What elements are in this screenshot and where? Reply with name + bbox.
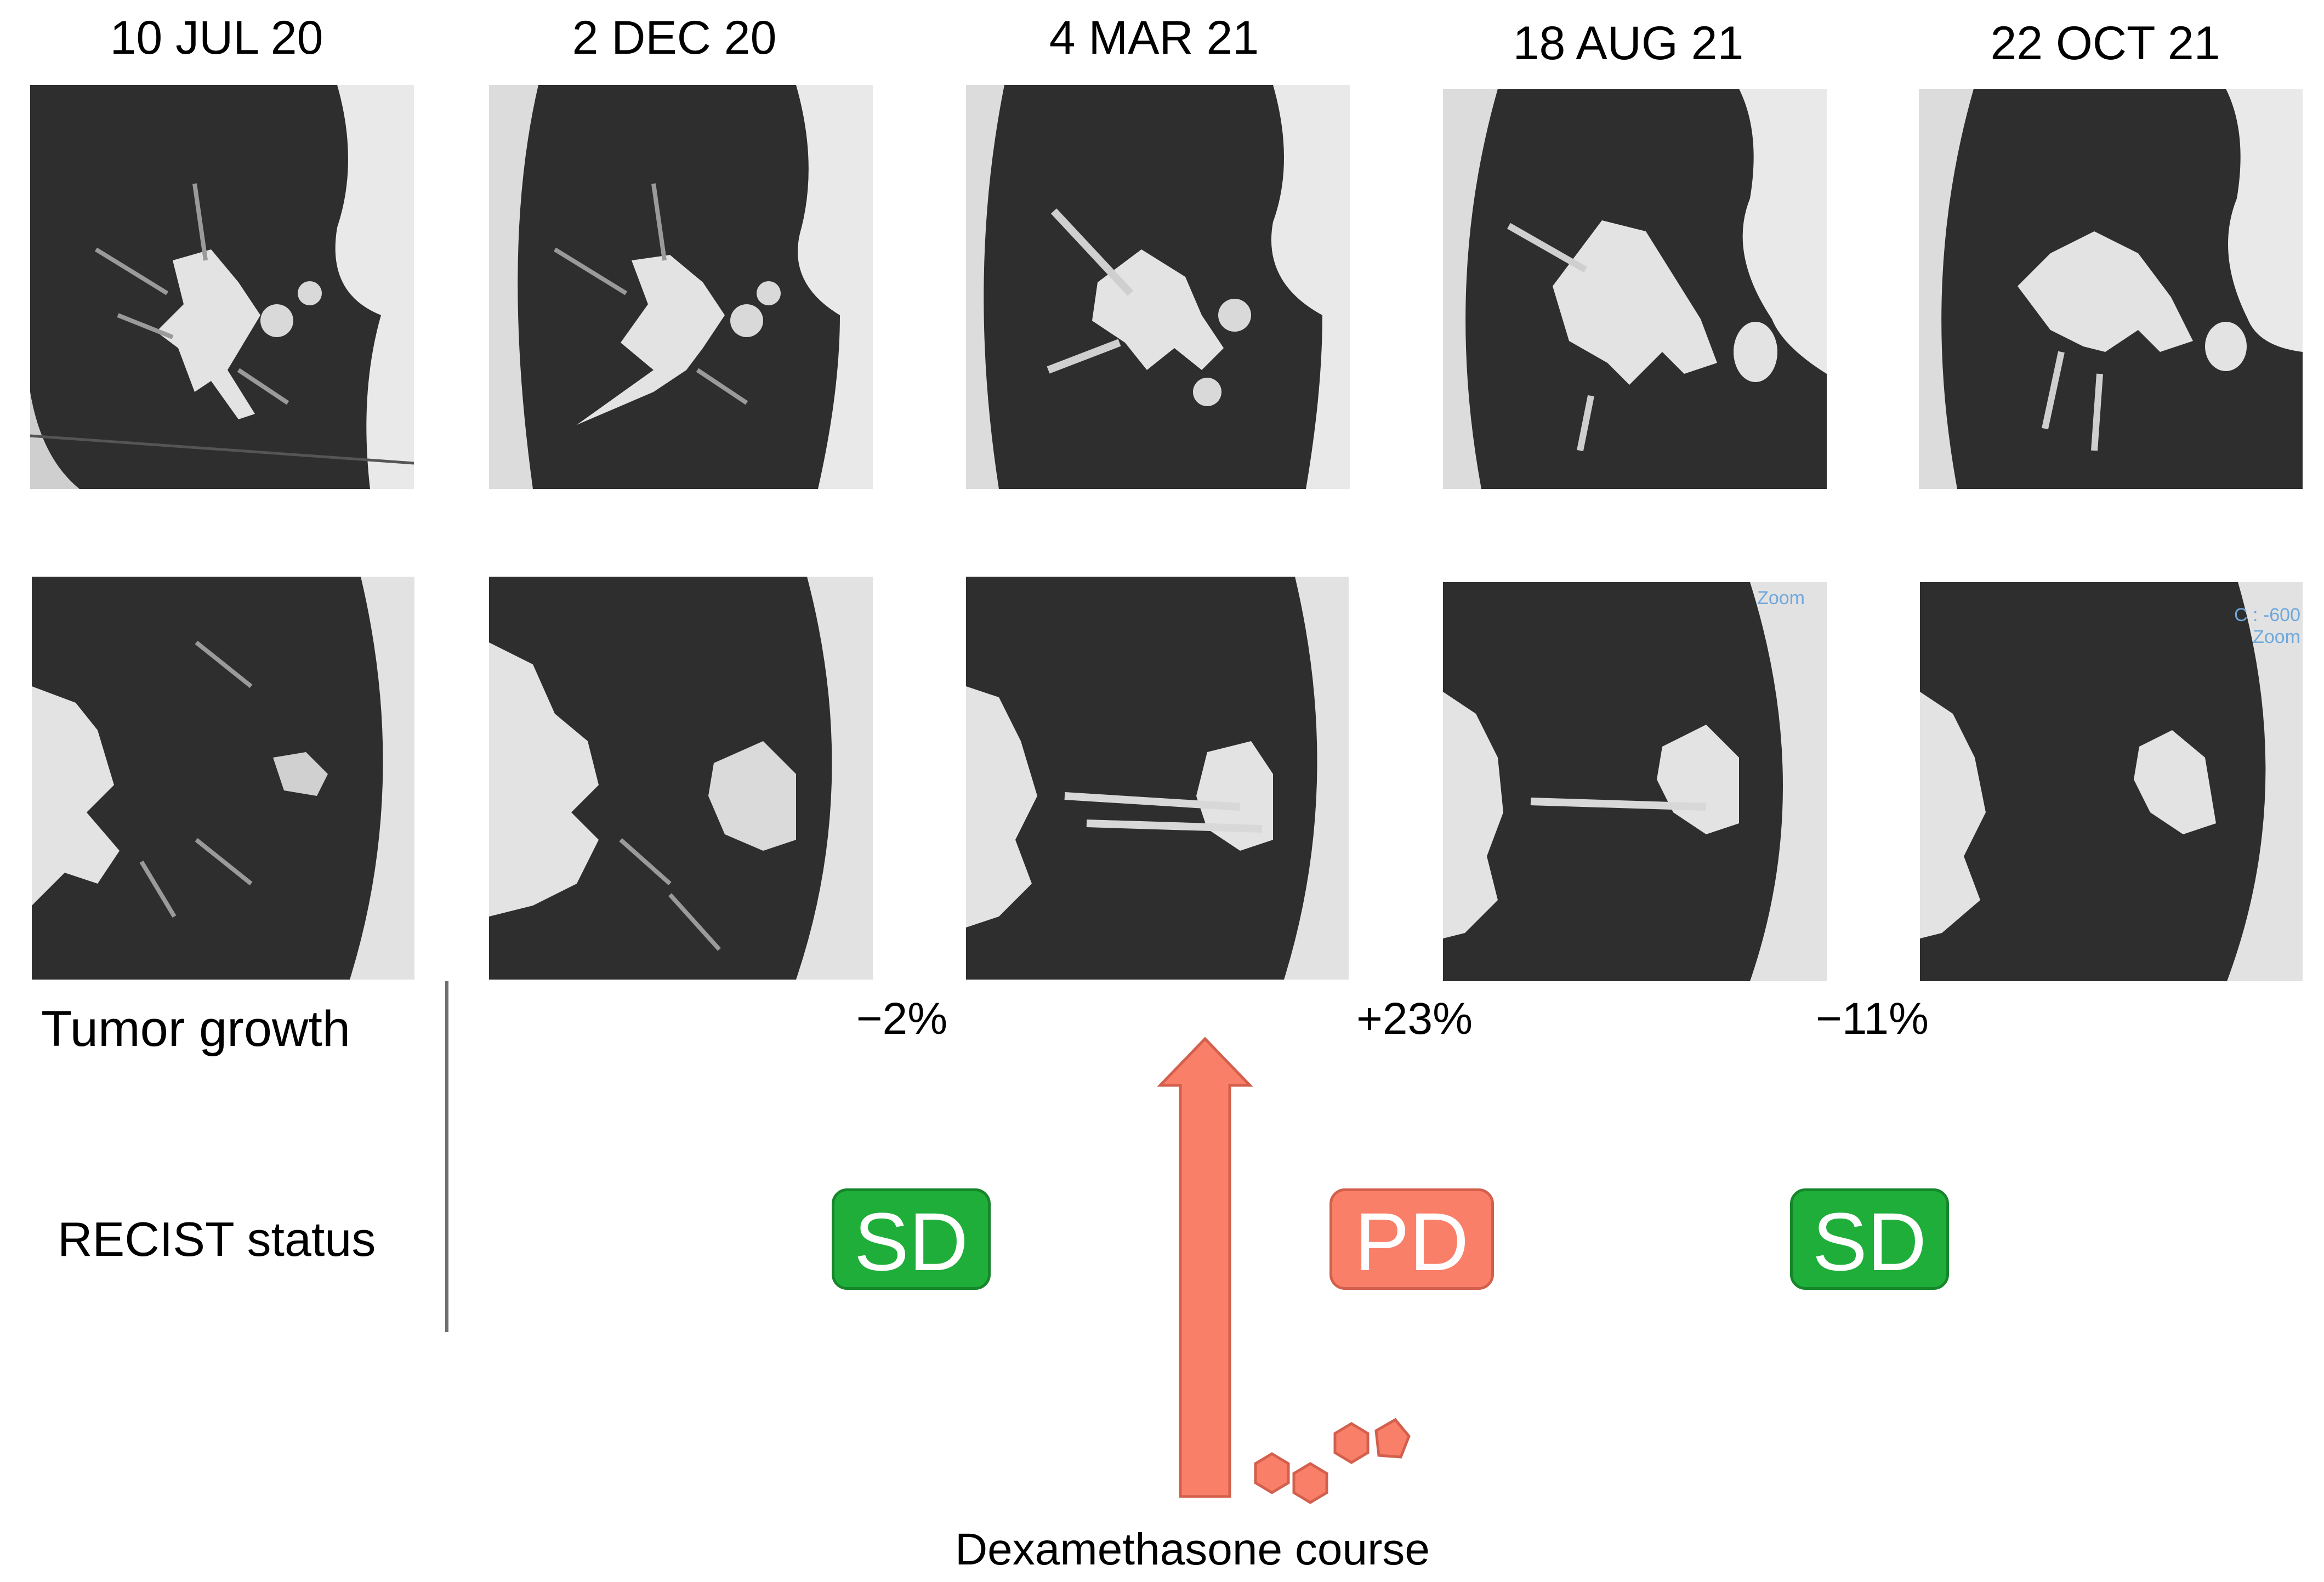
date-label-2: 2 DEC 20 [572,12,777,64]
row-label-recist-status: RECIST status [58,1212,376,1266]
row-label-tumor-growth: Tumor growth [41,1001,351,1057]
ct-scan-top-5 [1919,89,2303,489]
tumor-growth-value: −2% [856,994,948,1044]
tumor-growth-value: +23% [1356,994,1473,1044]
recist-badge-pd: PD [1329,1188,1494,1290]
recist-badge-sd: SD [1790,1188,1949,1290]
date-label-4: 18 AUG 21 [1513,17,1744,70]
ct-scan-bottom-5: C : -600 Zoom [1920,582,2303,981]
date-label-5: 22 OCT 21 [1990,17,2220,70]
row-label-divider [445,981,448,1332]
ct-scan-top-4 [1443,89,1827,489]
date-label-3: 4 MAR 21 [1049,12,1259,64]
ct-scan-bottom-1 [32,577,414,980]
ct-scan-top-1 [30,85,414,489]
treatment-arrow-icon [1157,1037,1253,1498]
treatment-label: Dexamethasone course [954,1524,1430,1574]
tumor-growth-value: −11% [1816,994,1929,1044]
ct-scan-top-3 [966,85,1350,489]
date-label-1: 10 JUL 20 [110,12,323,64]
ct-scan-top-2 [489,85,873,489]
recist-badge-sd: SD [832,1188,991,1290]
ct-scan-bottom-3 [966,577,1349,980]
zoom-overlay-text: C : -600 Zoom [2234,605,2300,647]
zoom-overlay-text: Zoom [1757,588,1805,608]
dexamethasone-molecule-icon [1254,1418,1411,1504]
ct-scan-bottom-2 [489,577,873,980]
ct-scan-bottom-4: Zoom [1443,582,1827,981]
